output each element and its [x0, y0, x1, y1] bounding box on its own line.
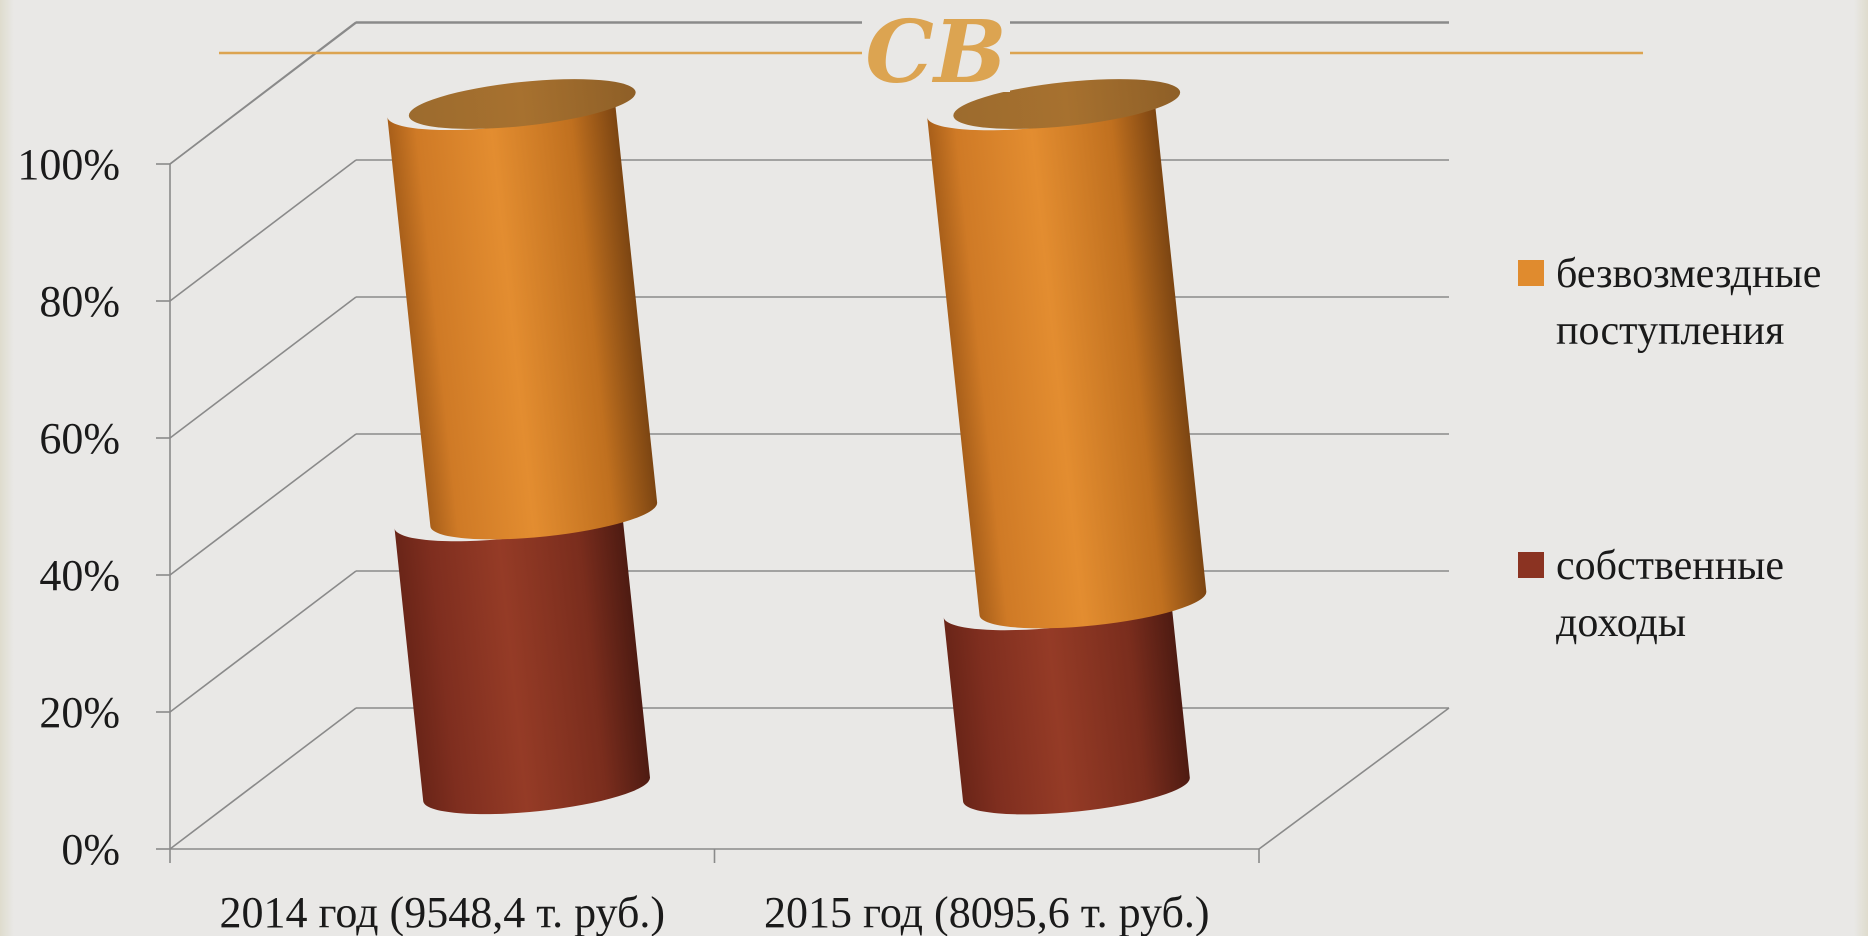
- x-category-label: 2015 год (8095,6 т. руб.): [764, 888, 1210, 936]
- y-tick-label: 100%: [17, 140, 120, 189]
- slide-ornament: CB: [219, 2, 1643, 103]
- chart-bars: [387, 79, 1207, 815]
- legend-swatch-bezvozmezdnye: [1518, 260, 1544, 286]
- y-tick-label: 60%: [39, 414, 120, 463]
- bar-segment: [394, 504, 650, 815]
- ornament-backdrop: [862, 6, 1010, 92]
- ornament-monogram: CB: [865, 2, 1006, 103]
- legend-label-sobstvennye: собственные доходы: [1556, 543, 1785, 646]
- legend-label-bezvozmezdnye: безвозмездные поступления: [1556, 251, 1822, 354]
- bar-top-cap: [953, 79, 1181, 129]
- y-tick-label: 0%: [61, 825, 120, 874]
- side-gridline-top: [169, 21, 357, 165]
- bar-segment: [927, 93, 1207, 629]
- side-gridline: [169, 159, 357, 302]
- chart-labels: 0% 20% 40% 60% 80% 100% 2014 год (9548,4 т. ру…: [17, 140, 1209, 936]
- side-gridline: [169, 570, 357, 713]
- bar-segment: [387, 93, 658, 540]
- x-category-label: 2014 год (9548,4 т. руб.): [219, 888, 665, 936]
- y-tick-label: 80%: [39, 277, 120, 326]
- bar-top-cap: [408, 79, 636, 129]
- floor-right-edge: [1258, 707, 1450, 850]
- side-gridline: [169, 296, 357, 439]
- side-gridline: [169, 707, 357, 850]
- legend-swatch-sobstvennye: [1518, 552, 1544, 578]
- chart-grid: [156, 21, 1450, 863]
- y-tick-label: 40%: [39, 551, 120, 600]
- bar-segment: [943, 593, 1190, 815]
- y-tick-label: 20%: [39, 688, 120, 737]
- side-gridline: [169, 433, 357, 576]
